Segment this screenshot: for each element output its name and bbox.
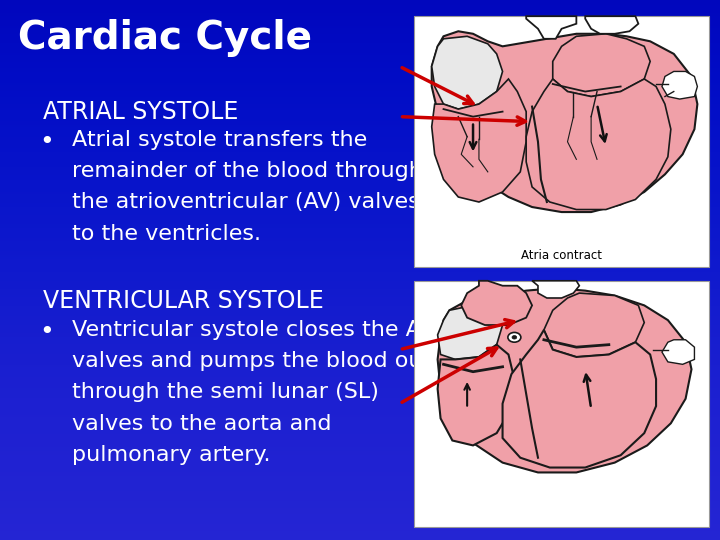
Polygon shape: [503, 330, 656, 468]
Text: Atrial systole transfers the: Atrial systole transfers the: [72, 130, 367, 150]
Text: Ventricular systole closes the AV: Ventricular systole closes the AV: [72, 320, 435, 340]
Circle shape: [508, 333, 521, 342]
Circle shape: [512, 335, 517, 339]
FancyBboxPatch shape: [414, 281, 709, 526]
Polygon shape: [432, 31, 698, 212]
Text: Atria contract: Atria contract: [521, 249, 602, 262]
Text: Cardiac Cycle: Cardiac Cycle: [18, 19, 312, 57]
Text: through the semi lunar (SL): through the semi lunar (SL): [72, 382, 379, 402]
Polygon shape: [438, 345, 514, 445]
Polygon shape: [432, 79, 526, 202]
Text: VENTRICULAR SYSTOLE: VENTRICULAR SYSTOLE: [43, 289, 324, 313]
Polygon shape: [553, 34, 650, 97]
Polygon shape: [462, 281, 532, 325]
Text: ATRIAL SYSTOLE: ATRIAL SYSTOLE: [43, 100, 238, 124]
Text: valves and pumps the blood out: valves and pumps the blood out: [72, 351, 431, 371]
Text: remainder of the blood through: remainder of the blood through: [72, 161, 423, 181]
Polygon shape: [526, 79, 671, 210]
Text: the atrioventricular (AV) valves: the atrioventricular (AV) valves: [72, 192, 420, 212]
Polygon shape: [438, 288, 691, 472]
FancyBboxPatch shape: [414, 16, 709, 267]
Polygon shape: [662, 340, 694, 365]
Polygon shape: [526, 16, 577, 39]
Polygon shape: [662, 71, 698, 99]
Polygon shape: [438, 305, 503, 360]
Polygon shape: [585, 16, 639, 34]
Polygon shape: [432, 36, 503, 109]
Text: pulmonary artery.: pulmonary artery.: [72, 445, 271, 465]
Text: •: •: [40, 130, 54, 153]
Text: to the ventricles.: to the ventricles.: [72, 224, 261, 244]
Text: •: •: [40, 320, 54, 343]
Text: valves to the aorta and: valves to the aorta and: [72, 414, 331, 434]
Polygon shape: [532, 281, 580, 298]
Polygon shape: [544, 293, 644, 357]
